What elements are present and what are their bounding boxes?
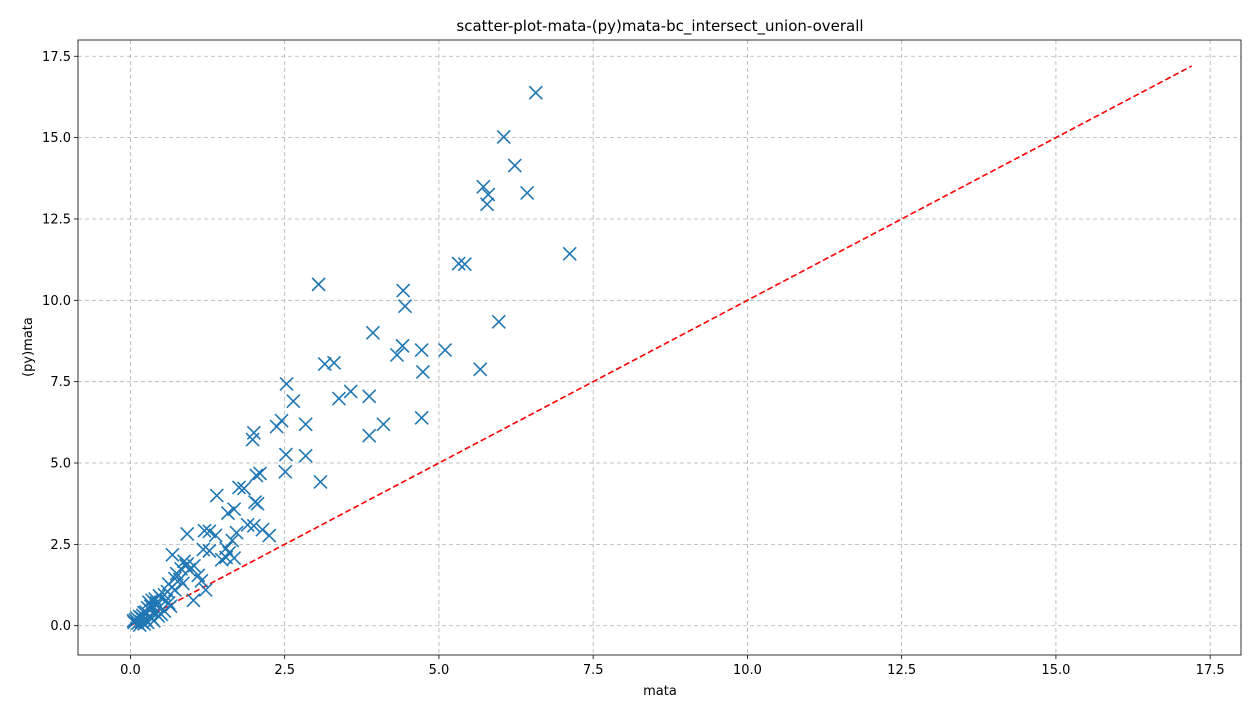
scatter-point	[186, 593, 201, 608]
scatter-point	[331, 391, 347, 406]
scatter-point	[262, 528, 277, 543]
scatter-point	[317, 357, 332, 372]
scatter-point	[414, 410, 429, 425]
scatter-point	[252, 466, 268, 481]
scatter-point	[220, 506, 235, 521]
y-tick-label: 10.0	[42, 294, 71, 309]
scatter-point	[451, 256, 466, 271]
scatter-point	[269, 419, 284, 434]
scatter-point	[197, 523, 212, 538]
scatter-point	[457, 257, 472, 272]
scatter-point	[134, 610, 149, 625]
scatter-point	[163, 599, 178, 614]
scatter-point	[496, 129, 511, 145]
scatter-point	[507, 158, 522, 173]
scatter-point	[389, 347, 405, 363]
scatter-point	[231, 480, 247, 495]
scatter-point	[149, 595, 164, 611]
scatter-point	[225, 533, 240, 548]
scatter-point	[202, 543, 217, 558]
scatter-point	[311, 277, 326, 292]
scatter-point	[178, 558, 194, 573]
scatter-point	[180, 526, 195, 542]
chart-title: scatter-plot-mata-(py)mata-bc_intersect_…	[456, 17, 863, 36]
x-tick-label: 15.0	[1041, 663, 1070, 678]
y-tick-label: 5.0	[50, 457, 71, 472]
scatter-point	[208, 528, 223, 543]
scatter-point	[313, 474, 328, 489]
y-tick-label: 12.5	[42, 212, 71, 227]
x-tick-label: 17.5	[1196, 663, 1225, 678]
scatter-point	[246, 518, 261, 533]
scatter-point	[528, 85, 543, 100]
scatter-point	[196, 542, 211, 557]
scatter-point	[479, 197, 495, 212]
scatter-point	[279, 376, 294, 392]
plot-frame	[77, 39, 1242, 656]
scatter-point	[278, 464, 293, 479]
y-tick-label: 17.5	[42, 50, 71, 65]
data-points	[126, 85, 577, 633]
scatter-point	[240, 517, 255, 532]
scatter-point	[376, 417, 391, 432]
scatter-point	[520, 185, 535, 201]
x-tick-label: 0.0	[120, 663, 141, 678]
x-tick-label: 5.0	[429, 663, 450, 678]
y-tick-label: 0.0	[50, 619, 71, 634]
scatter-point	[414, 343, 429, 358]
scatter-point	[198, 582, 213, 597]
scatter-point	[396, 283, 411, 298]
scatter-point	[249, 468, 264, 483]
scatter-point	[245, 432, 260, 447]
scatter-point	[343, 384, 358, 399]
identity-reference-line	[130, 65, 1193, 627]
x-tick-label: 7.5	[583, 663, 604, 678]
scatter-point	[175, 576, 190, 591]
scatter-point	[194, 573, 209, 588]
x-tick-label: 10.0	[733, 663, 762, 678]
scatter-point	[165, 547, 180, 562]
scatter-point	[476, 179, 491, 194]
scatter-point	[250, 496, 265, 511]
x-axis-label: mata	[643, 684, 677, 699]
y-tick-label: 15.0	[42, 131, 71, 146]
scatter-point	[397, 299, 413, 314]
x-tick-label: 2.5	[274, 663, 295, 678]
scatter-point	[236, 481, 252, 496]
scatter-point	[227, 502, 242, 517]
scatter-point	[298, 417, 313, 432]
reference-line-group	[130, 65, 1193, 627]
scatter-point	[362, 428, 377, 443]
scatter-point	[159, 593, 174, 608]
y-tick-label: 7.5	[50, 375, 71, 390]
x-axis-ticks: 0.0 2.5 5.0 7.5 10.0 12.5 15.0 17.5	[120, 655, 1225, 678]
scatter-point	[362, 389, 377, 404]
scatter-point	[127, 615, 142, 630]
y-tick-label: 2.5	[50, 538, 71, 553]
scatter-point	[214, 552, 229, 567]
scatter-point	[278, 447, 293, 462]
scatter-point	[395, 338, 410, 353]
grid-lines	[78, 40, 1241, 655]
y-axis-label: (py)mata	[21, 317, 36, 377]
scatter-point	[491, 314, 506, 329]
scatter-point	[326, 355, 342, 370]
scatter-point	[227, 550, 242, 566]
scatter-point	[286, 394, 301, 409]
scatter-point	[438, 343, 453, 358]
y-axis-ticks: 0.0 2.5 5.0 7.5 10.0 12.5 15.0 17.5	[42, 50, 78, 634]
scatter-point	[298, 448, 313, 463]
scatter-point	[415, 364, 430, 379]
scatter-point	[365, 325, 380, 340]
scatter-point	[473, 362, 488, 377]
x-tick-label: 12.5	[887, 663, 916, 678]
scatter-point	[202, 524, 217, 539]
scatter-point	[562, 246, 577, 261]
scatter-point	[229, 525, 244, 540]
scatter-point	[209, 488, 224, 503]
